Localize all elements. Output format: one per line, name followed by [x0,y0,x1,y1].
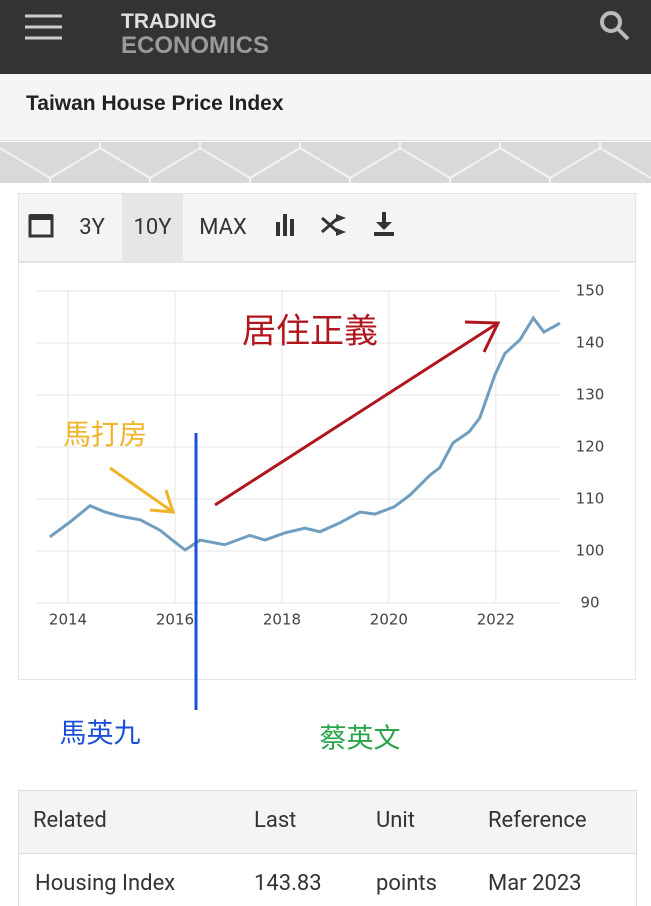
y-tick-label: 90 [580,594,599,612]
x-tick-label: 2016 [156,611,194,629]
table-header-cell: Unit [376,808,415,833]
x-tick-label: 2020 [370,611,408,629]
pattern-stripe [0,142,651,183]
y-tick-label: 120 [576,438,605,456]
chart: 90 100 110 120 130 140 150 2014 2016 2018 2020 2022… [37,282,604,755]
page-title: Taiwan House Price Index [26,92,284,115]
y-tick-label: 140 [576,334,605,352]
logo-top[interactable]: TRADING [121,10,217,33]
table-header-cell: Related [33,808,107,833]
active-button-bg [122,194,183,261]
menu-icon[interactable] [25,14,62,40]
table-cell: Mar 2023 [488,871,582,896]
y-tick-label: 130 [576,386,605,404]
annotation: 蔡英文 [320,724,401,755]
y-tick-label: 150 [576,282,605,300]
table-cell: points [376,871,437,896]
chart-box [18,262,636,680]
annotation: 居住正義 [242,312,378,352]
x-tick-label: 2022 [477,611,515,629]
range-button[interactable]: 10Y [133,215,172,240]
table-cell[interactable]: Housing Index [35,871,176,896]
range-button[interactable]: 3Y [79,215,105,240]
x-tick-label: 2014 [49,611,87,629]
y-tick-label: 100 [576,542,605,560]
table-cell: 143.83 [254,871,322,896]
title-bar [0,74,651,141]
logo-bottom[interactable]: ECONOMICS [121,32,270,59]
x-tick-label: 2018 [263,611,301,629]
annotation-arrows [109,320,501,710]
top-bar [0,0,651,74]
table-header-cell: Last [254,808,297,833]
toolbar [18,193,636,262]
annotation: 馬打房 [63,418,147,451]
related-table [18,790,637,906]
price-line [48,315,561,552]
range-button[interactable]: MAX [199,215,247,240]
table-header [19,791,636,854]
annotation: 馬英九 [60,719,141,750]
y-tick-label: 110 [576,490,605,508]
toolbar-icons[interactable] [28,212,394,238]
table-header-cell: Reference [488,808,587,833]
search-icon[interactable] [600,11,630,41]
